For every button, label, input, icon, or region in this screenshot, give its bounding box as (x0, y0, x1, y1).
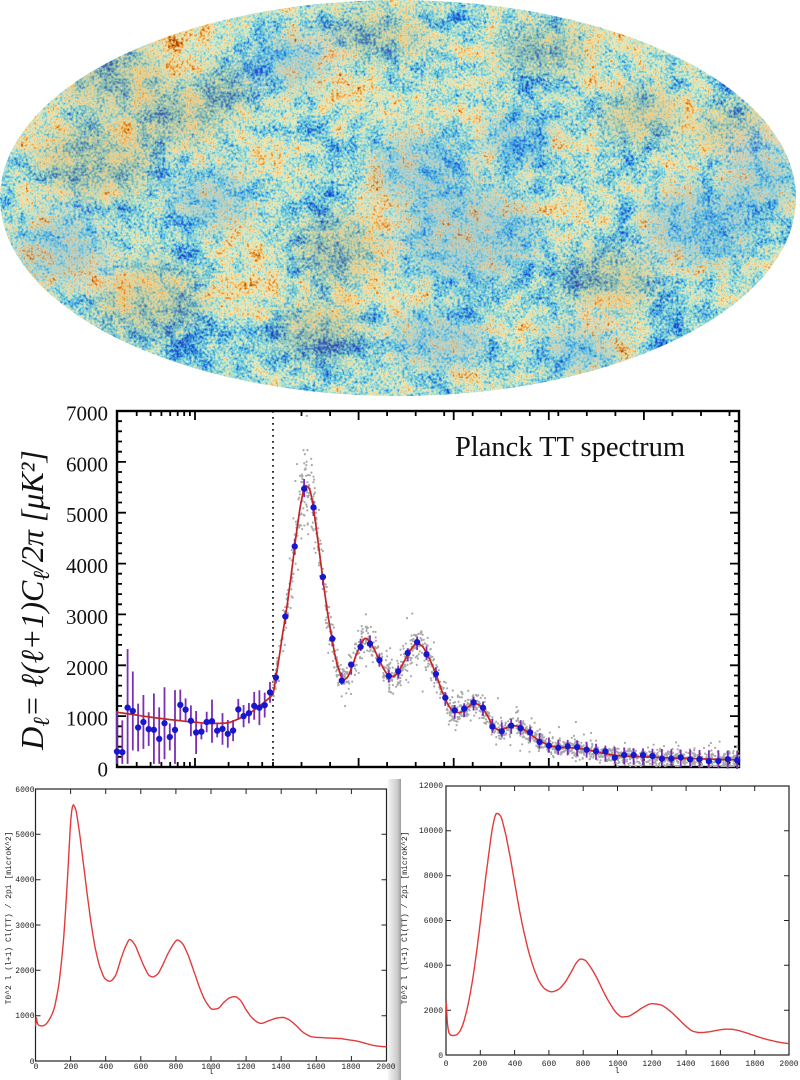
svg-text:400: 400 (99, 1063, 114, 1072)
svg-text:l: l (209, 1068, 214, 1077)
svg-text:1600: 1600 (306, 1063, 325, 1072)
svg-text:0: 0 (34, 1063, 39, 1072)
svg-text:800: 800 (576, 1060, 591, 1069)
svg-text:0: 0 (98, 758, 109, 782)
svg-text:1000: 1000 (201, 1063, 220, 1072)
svg-text:1800: 1800 (745, 1060, 764, 1069)
svg-text:1200: 1200 (236, 1063, 255, 1072)
svg-text:2000: 2000 (779, 1060, 798, 1069)
svg-text:1400: 1400 (676, 1060, 695, 1069)
svg-text:0: 0 (444, 1060, 449, 1069)
svg-text:4000: 4000 (424, 962, 443, 971)
svg-text:10000: 10000 (419, 827, 443, 836)
svg-text:1200: 1200 (642, 1060, 661, 1069)
svg-text:2000: 2000 (424, 1007, 443, 1016)
svg-text:2000: 2000 (66, 656, 108, 680)
svg-text:200: 200 (64, 1063, 79, 1072)
svg-text:1600: 1600 (710, 1060, 729, 1069)
svg-text:8000: 8000 (424, 872, 443, 881)
svg-text:1400: 1400 (271, 1063, 290, 1072)
svg-text:0: 0 (30, 1058, 35, 1067)
svg-text:2000: 2000 (15, 967, 34, 976)
svg-text:5000: 5000 (15, 831, 34, 840)
svg-text:3000: 3000 (66, 605, 108, 629)
svg-text:1000: 1000 (66, 707, 108, 731)
svg-text:1800: 1800 (341, 1063, 360, 1072)
svg-text:l: l (615, 1067, 620, 1076)
svg-text:400: 400 (508, 1060, 523, 1069)
svg-text:T0^2 l (l+1) Cl(TT) / 2pi [mic: T0^2 l (l+1) Cl(TT) / 2pi [microK^2] (5, 832, 14, 1005)
svg-text:4000: 4000 (15, 876, 34, 885)
svg-text:6000: 6000 (15, 786, 34, 795)
svg-text:4000: 4000 (66, 554, 108, 578)
svg-text:T0^2 l (l+1) Cl(TT) / 2pi [mic: T0^2 l (l+1) Cl(TT) / 2pi [microK^2] (401, 832, 410, 1005)
svg-text:1000: 1000 (15, 1012, 34, 1021)
svg-text:12000: 12000 (419, 782, 443, 791)
svg-text:600: 600 (542, 1060, 557, 1069)
svg-text:3000: 3000 (15, 922, 34, 931)
svg-text:Dℓ= ℓ(ℓ+1)Cℓ/2π [μK²]: Dℓ= ℓ(ℓ+1)Cℓ/2π [μK²] (14, 450, 54, 751)
svg-text:5000: 5000 (66, 503, 108, 527)
svg-text:7000: 7000 (66, 402, 108, 426)
svg-text:Planck TT spectrum: Planck TT spectrum (455, 432, 685, 463)
svg-text:800: 800 (169, 1063, 184, 1072)
svg-text:0: 0 (438, 1052, 443, 1061)
svg-text:600: 600 (134, 1063, 149, 1072)
svg-text:2000: 2000 (376, 1063, 395, 1072)
svg-text:6000: 6000 (66, 452, 108, 476)
svg-text:200: 200 (473, 1060, 488, 1069)
svg-text:6000: 6000 (424, 917, 443, 926)
svg-text:1000: 1000 (608, 1060, 627, 1069)
